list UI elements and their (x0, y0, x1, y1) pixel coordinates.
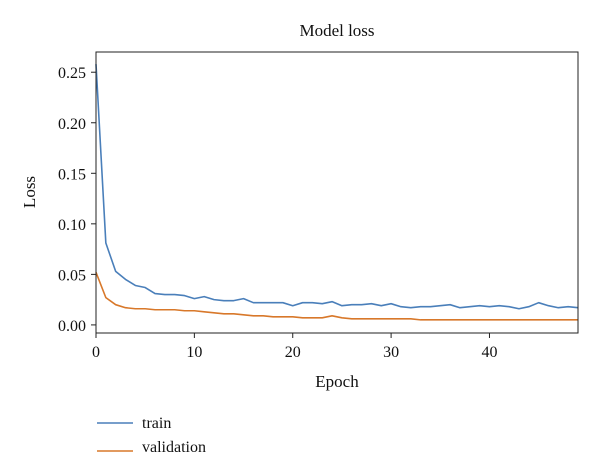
y-tick-label: 0.20 (58, 116, 86, 133)
series-line-train (95, 64, 579, 310)
x-tick-label: 30 (383, 344, 399, 361)
y-tick-label: 0.10 (58, 217, 86, 234)
x-tick-label: 40 (481, 344, 497, 361)
x-tick-label: 0 (92, 344, 100, 361)
legend: train validation (97, 415, 206, 456)
y-tick-label: 0.05 (58, 267, 86, 284)
plot-frame (95, 51, 579, 334)
x-tick-label: 10 (186, 344, 202, 361)
x-axis-label: Epoch (315, 372, 359, 391)
plot-area: 0 10 20 30 40 0.00 0.05 0.10 0.15 0.20 0.25 (58, 51, 579, 361)
series-line-validation (95, 272, 578, 321)
chart-title: Model loss (299, 21, 374, 40)
legend-label-validation: validation (142, 439, 206, 456)
y-tick-label: 0.25 (58, 65, 86, 82)
x-tick-label: 20 (285, 344, 301, 361)
y-axis-label: Loss (20, 176, 39, 208)
legend-label-train: train (142, 415, 171, 432)
y-tick-label: 0.00 (58, 318, 86, 335)
y-tick-label: 0.15 (58, 166, 86, 183)
